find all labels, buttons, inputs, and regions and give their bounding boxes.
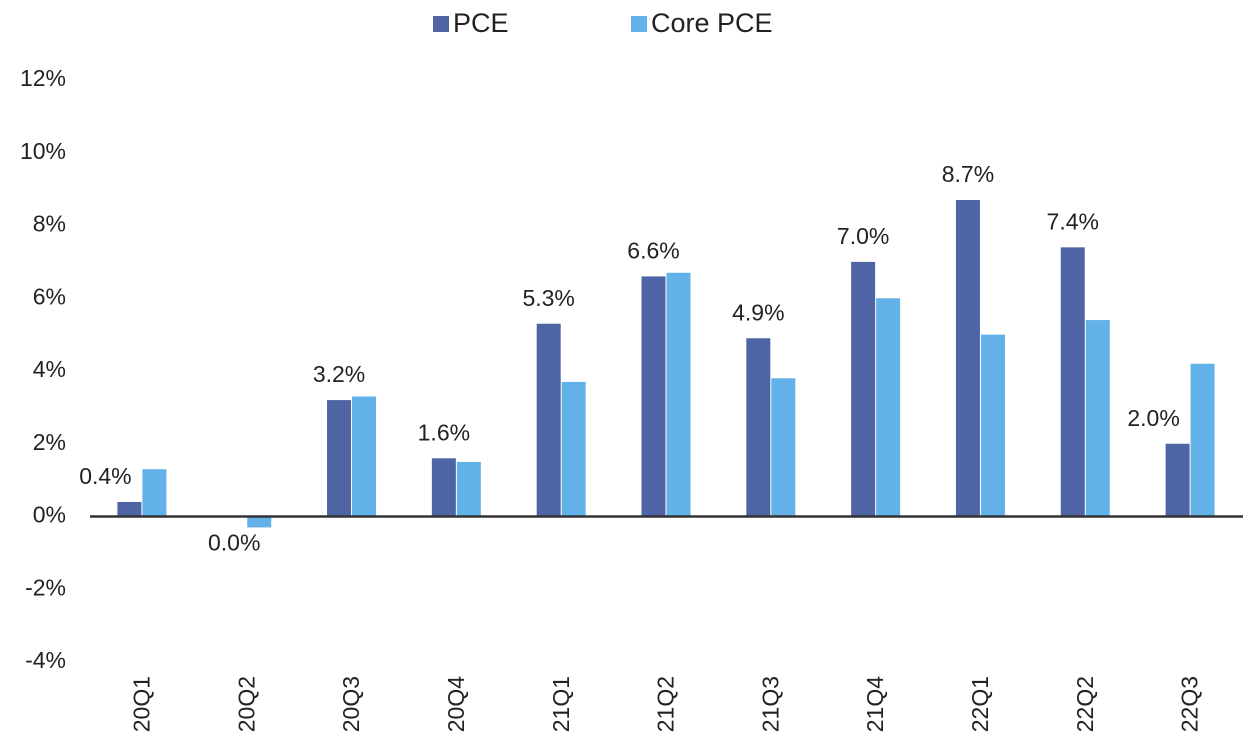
data-label: 7.4% [1047,208,1099,234]
legend-swatch [631,16,647,32]
x-tick-label: 20Q2 [233,676,259,732]
x-tick-label: 20Q1 [128,676,154,732]
bar [327,400,352,517]
data-label: 2.0% [1127,405,1179,431]
y-tick-label: 4% [33,356,66,382]
y-tick-label: -2% [25,574,66,600]
y-tick-label: 6% [33,283,66,309]
bar [1060,247,1085,517]
y-tick-label: 10% [20,138,66,164]
data-label: 0.4% [79,463,131,489]
x-tick-label: 21Q1 [548,676,574,732]
y-tick-label: 0% [33,502,66,528]
bar [247,516,272,528]
x-tick-label: 22Q3 [1177,676,1203,732]
x-tick-label: 20Q4 [443,676,469,732]
y-tick-label: -4% [25,647,66,673]
x-tick-label: 21Q3 [757,676,783,732]
data-label: 0.0% [208,530,260,556]
data-label: 4.9% [732,299,784,325]
y-tick-label: 2% [33,429,66,455]
x-tick-label: 21Q2 [653,676,679,732]
data-label: 8.7% [942,161,994,187]
data-label: 3.2% [313,361,365,387]
y-tick-label: 12% [20,65,66,91]
bar [851,261,876,517]
legend-swatch [433,16,449,32]
bar [771,378,796,517]
legend-label: PCE [453,8,509,38]
data-label: 7.0% [837,223,889,249]
bar [980,334,1005,517]
data-label: 5.3% [522,285,574,311]
data-label: 6.6% [627,238,679,264]
bar [431,458,456,517]
legend: PCE Core PCE [433,8,773,38]
bar [142,469,167,517]
bar [456,461,481,517]
legend-label: Core PCE [651,8,773,38]
bar [117,501,142,517]
x-tick-label: 20Q3 [338,676,364,732]
bar [1085,320,1110,517]
x-tick-label: 21Q4 [862,676,888,732]
x-tick-label: 22Q2 [1072,676,1098,732]
bar [746,338,771,517]
bar [352,396,377,517]
bar [876,298,901,517]
x-tick-label: 22Q1 [967,676,993,732]
bar [641,276,666,517]
bar [1190,363,1215,517]
bar [955,200,980,517]
bar [1165,443,1190,517]
bar [561,381,586,517]
data-label: 1.6% [418,419,470,445]
bar [666,272,691,517]
y-tick-label: 8% [33,211,66,237]
bar [536,323,561,517]
